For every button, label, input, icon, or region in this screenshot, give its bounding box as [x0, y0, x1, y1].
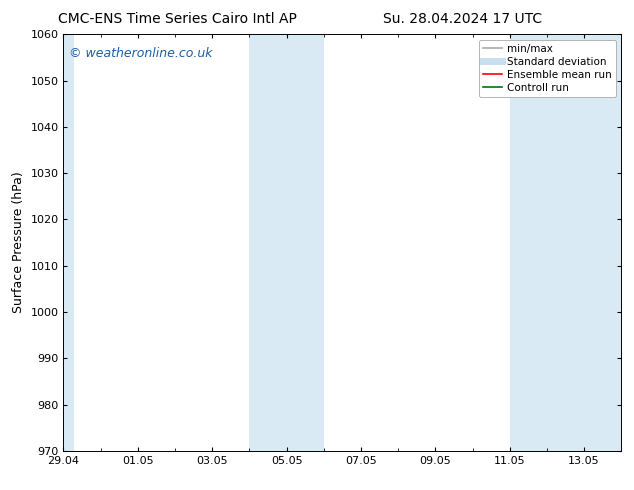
Bar — [249, 34, 324, 451]
Text: CMC-ENS Time Series Cairo Intl AP: CMC-ENS Time Series Cairo Intl AP — [58, 12, 297, 26]
Y-axis label: Surface Pressure (hPa): Surface Pressure (hPa) — [12, 172, 25, 314]
Bar — [63, 34, 74, 451]
Legend: min/max, Standard deviation, Ensemble mean run, Controll run: min/max, Standard deviation, Ensemble me… — [479, 40, 616, 97]
Bar — [510, 34, 621, 451]
Text: © weatheronline.co.uk: © weatheronline.co.uk — [69, 47, 212, 60]
Text: Su. 28.04.2024 17 UTC: Su. 28.04.2024 17 UTC — [384, 12, 542, 26]
